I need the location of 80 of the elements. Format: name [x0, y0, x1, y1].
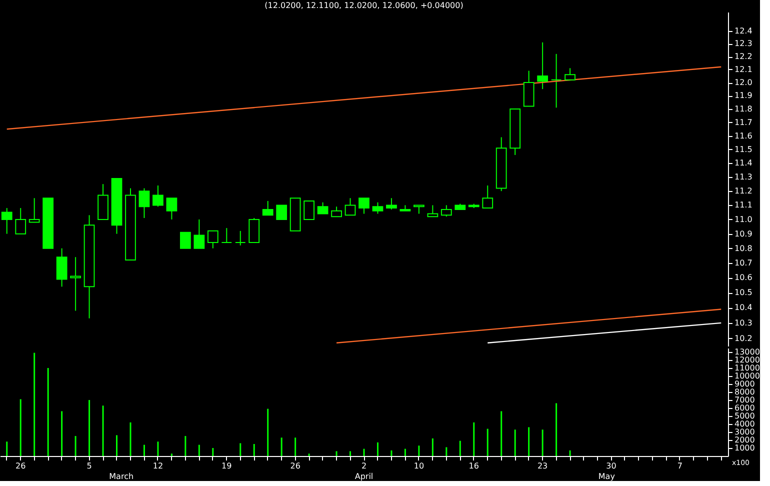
y-tick-label: 12.0: [734, 78, 752, 88]
y-tick-label: 11.0: [734, 214, 752, 224]
y-tick-label: 4000: [734, 420, 755, 428]
y-tick-label: 11.8: [734, 104, 752, 114]
candlestick: [372, 202, 384, 214]
candlestick: [262, 200, 274, 216]
candlestick: [564, 68, 576, 80]
y-tick-label: 10.2: [734, 334, 752, 343]
y-tick-label: 10.3: [734, 318, 752, 328]
candlestick: [358, 198, 370, 214]
candlestick: [28, 198, 40, 223]
y-tick-label: 8000: [734, 388, 755, 396]
x-tick-label: 10: [414, 462, 424, 470]
candlestick: [427, 204, 438, 218]
candlestick: [56, 248, 68, 288]
y-tick-label: 11.5: [734, 144, 752, 154]
y-tick-label: 10.4: [734, 303, 752, 312]
text: May: [598, 472, 616, 481]
y-tick-label: 10.8: [734, 244, 752, 253]
text: April: [354, 472, 374, 481]
candlestick: [482, 184, 494, 209]
y-tick-label: 5000: [734, 412, 755, 420]
y-tick-label: 2000: [734, 436, 755, 444]
candlestick: [166, 198, 178, 220]
candlestick: [537, 42, 548, 90]
y-tick-label: 7000: [734, 396, 755, 404]
x-tick-label: 26: [290, 462, 300, 470]
y-tick-label: 10000: [734, 372, 760, 380]
candlestick: [180, 232, 191, 249]
y-tick-label: 11.9: [734, 91, 752, 100]
x-tick-label: 30: [606, 462, 616, 470]
y-tick-label: 12.4: [734, 26, 752, 36]
text: March: [109, 472, 134, 481]
x-tick-label: 12: [152, 462, 164, 470]
candlestick: [248, 218, 260, 244]
y-tick-label: 10.5: [734, 288, 752, 298]
candlestick: [523, 70, 534, 107]
chart-title: (12.0200, 12.1100, 12.0200, 12.0600, +0.04000): [264, 1, 464, 10]
y-tick-label: 10.6: [734, 273, 752, 282]
candlestick: [1, 208, 12, 234]
y-tick-label: 9000: [734, 380, 755, 388]
y-tick-label: 11.6: [734, 131, 752, 140]
candlestick: [234, 230, 246, 246]
candlestick: [386, 198, 397, 210]
candlestick: [276, 204, 288, 220]
y-tick-label: 12.3: [734, 39, 752, 48]
x-tick-label: 5: [86, 462, 92, 470]
y-tick-label: 12000: [734, 356, 760, 364]
x-tick-label: 23: [537, 462, 548, 470]
x-tick-label: 26: [16, 462, 26, 470]
candlestick: [15, 208, 26, 234]
x-tick-label: 19: [222, 462, 232, 470]
x-tick-label: 2: [361, 462, 367, 470]
candlestick: [344, 198, 356, 216]
candlestick: [331, 206, 342, 218]
y-tick-label: 10.9: [734, 229, 752, 238]
x-tick-label: 16: [468, 462, 479, 470]
candlestick: [317, 202, 328, 214]
candlestick: [221, 228, 232, 244]
y-tick-label: 1000: [734, 444, 755, 452]
y-tick-label: 12.1: [734, 64, 752, 74]
y-tick-label: 11.3: [734, 172, 752, 182]
candlestick: [194, 218, 205, 249]
y-tick-label: 13000: [734, 348, 760, 356]
x-tick-label: 7: [677, 462, 682, 470]
y-tick-label: 12.2: [734, 52, 752, 62]
candlestick: [304, 200, 314, 220]
y-tick-label: 11000: [734, 364, 760, 372]
y-tick-label: 11.4: [734, 158, 752, 168]
y-tick-label: 11.2: [734, 186, 752, 196]
candlestick: [440, 204, 452, 218]
y-tick-label: 6000: [734, 404, 755, 412]
candlestick: [152, 184, 164, 208]
y-tick-label: 11.1: [734, 200, 752, 210]
candlestick: [138, 188, 150, 219]
candlestick: [550, 53, 562, 108]
candlestick: [207, 230, 218, 249]
y-tick-label: 11.7: [734, 118, 752, 127]
y-tick-label: 10.7: [734, 258, 752, 268]
y-tick-label: 3000: [734, 428, 755, 436]
